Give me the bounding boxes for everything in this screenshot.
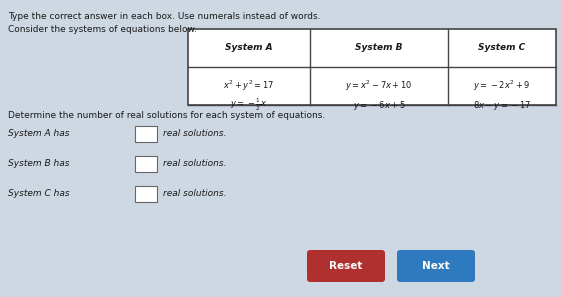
Text: Next: Next xyxy=(422,261,450,271)
Text: real solutions.: real solutions. xyxy=(163,129,226,138)
Text: $y = x^2 - 7x + 10$: $y = x^2 - 7x + 10$ xyxy=(345,79,413,93)
Text: Determine the number of real solutions for each system of equations.: Determine the number of real solutions f… xyxy=(8,111,325,120)
Text: $y = -6x + 5$: $y = -6x + 5$ xyxy=(352,99,405,111)
FancyBboxPatch shape xyxy=(307,250,385,282)
Text: System A has: System A has xyxy=(8,129,70,138)
FancyBboxPatch shape xyxy=(397,250,475,282)
Text: System B has: System B has xyxy=(8,159,70,168)
Text: System B: System B xyxy=(355,43,403,53)
Bar xyxy=(188,29,556,105)
Text: $x^2 + y^2 = 17$: $x^2 + y^2 = 17$ xyxy=(223,79,275,93)
Text: real solutions.: real solutions. xyxy=(163,189,226,198)
Text: $y = -2x^2 + 9$: $y = -2x^2 + 9$ xyxy=(473,79,531,93)
Bar xyxy=(135,156,157,172)
Text: System C has: System C has xyxy=(8,189,70,198)
Bar xyxy=(135,126,157,142)
Bar xyxy=(135,186,157,202)
Text: System C: System C xyxy=(478,43,525,53)
Text: Type the correct answer in each box. Use numerals instead of words.: Type the correct answer in each box. Use… xyxy=(8,12,320,21)
Text: real solutions.: real solutions. xyxy=(163,159,226,168)
Text: $8x - y = -17$: $8x - y = -17$ xyxy=(473,99,531,111)
Text: $y = -\frac{1}{2}x$: $y = -\frac{1}{2}x$ xyxy=(230,97,268,113)
Text: Reset: Reset xyxy=(329,261,362,271)
Text: Consider the systems of equations below.: Consider the systems of equations below. xyxy=(8,25,197,34)
Text: System A: System A xyxy=(225,43,273,53)
